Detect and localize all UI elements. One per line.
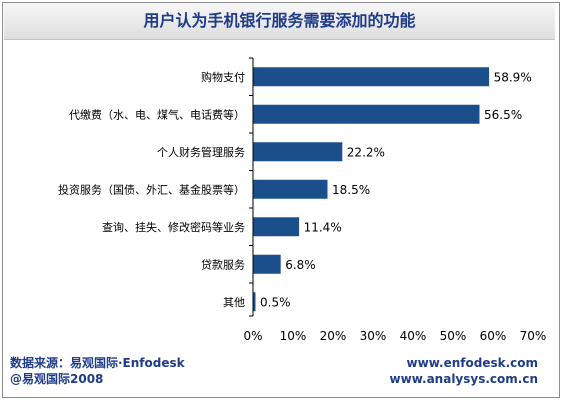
- value-label-1: 56.5%: [484, 108, 522, 122]
- bar-6: [253, 292, 256, 312]
- copyright-text: @易观国际2008: [10, 372, 104, 386]
- plot-area: 购物支付 58.9% 代缴费（水、电、煤气、电话费等） 56.5% 个人财务管理服务 22…: [58, 57, 547, 343]
- value-label-3: 18.5%: [332, 183, 370, 197]
- x-tick-label-7: 70%: [520, 329, 547, 343]
- source-text: 数据来源：易观国际·Enfodesk: [10, 356, 185, 370]
- bar-4: [253, 217, 300, 237]
- category-label-5: 贷款服务: [201, 257, 245, 271]
- title-band: [4, 3, 555, 40]
- x-tick-label-6: 60%: [480, 329, 507, 343]
- category-label-6: 其他: [223, 296, 245, 309]
- value-label-6: 0.5%: [260, 295, 291, 309]
- url-enfodesk: www.enfodesk.com: [406, 356, 538, 370]
- x-tick-label-0: 0%: [243, 329, 262, 343]
- category-label-1: 代缴费（水、电、煤气、电话费等）: [69, 107, 245, 121]
- chart-title: 用户认为手机银行服务需要添加的功能: [143, 11, 416, 30]
- x-tick-label-4: 40%: [400, 329, 427, 343]
- x-tick-label-1: 10%: [280, 329, 307, 343]
- category-label-3: 投资服务（国债、外汇、基金股票等）: [58, 182, 245, 196]
- bar-0: [253, 67, 490, 87]
- category-label-0: 购物支付: [201, 70, 245, 84]
- bar-5: [253, 254, 281, 274]
- bar-2: [253, 142, 343, 162]
- bar-3: [253, 179, 328, 199]
- value-label-0: 58.9%: [494, 70, 532, 84]
- url-analysys: www.analysys.com.cn: [389, 372, 538, 386]
- bar-1: [253, 104, 480, 124]
- footer-right: www.enfodesk.com www.analysys.com.cn: [390, 355, 538, 387]
- value-label-5: 6.8%: [285, 258, 316, 272]
- category-label-4: 查询、挂失、修改密码等业务: [102, 220, 245, 234]
- category-label-2: 个人财务管理服务: [157, 145, 245, 159]
- x-tick-label-5: 50%: [440, 329, 467, 343]
- value-label-2: 22.2%: [347, 145, 385, 159]
- footer-left: 数据来源：易观国际·Enfodesk @易观国际2008: [10, 355, 185, 387]
- value-label-4: 11.4%: [304, 220, 342, 234]
- x-tick-label-3: 30%: [360, 329, 387, 343]
- x-tick-label-2: 20%: [320, 329, 347, 343]
